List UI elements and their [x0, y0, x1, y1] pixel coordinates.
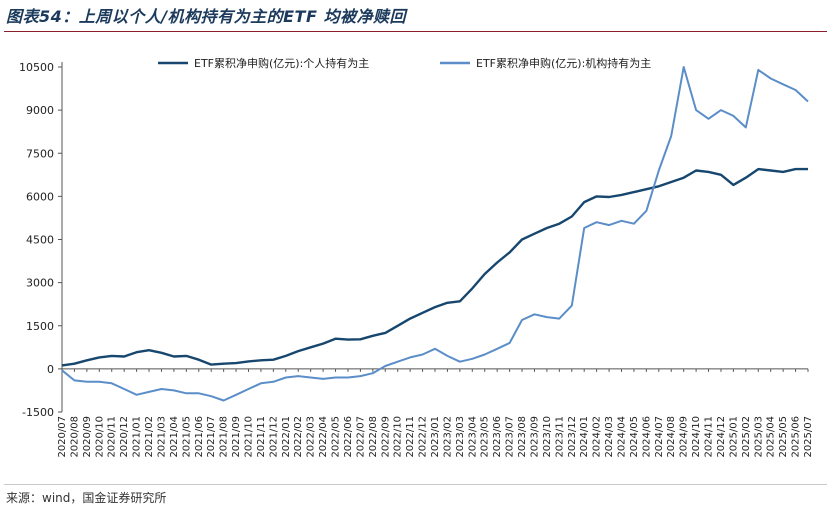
x-tick-label: 2023/02	[442, 416, 453, 458]
figure-title: 图表54：上周以个人/机构持有为主的ETF 均被净赎回	[6, 7, 406, 26]
x-tick-label: 2025/05	[778, 416, 789, 458]
x-tick-label: 2021/05	[181, 416, 192, 458]
x-tick-label: 2024/04	[617, 416, 628, 458]
x-tick-label: 2024/05	[629, 416, 640, 458]
x-tick-label: 2021/08	[219, 416, 230, 458]
x-tick-label: 2020/10	[94, 416, 105, 458]
x-tick-label: 2022/04	[318, 416, 329, 458]
x-tick-label: 2025/06	[791, 416, 802, 458]
line-chart: ETF累积净申购(亿元):个人持有为主 ETF累积净申购(亿元):机构持有为主 -…	[19, 56, 814, 458]
x-tick-label: 2023/07	[505, 416, 516, 458]
source-rule	[4, 484, 827, 485]
x-tick-label: 2024/03	[604, 416, 615, 458]
x-tick-label: 2021/09	[231, 416, 242, 458]
x-tick-label: 2021/10	[244, 416, 255, 458]
x-tick-label: 2021/12	[268, 416, 279, 458]
chart-legend: ETF累积净申购(亿元):个人持有为主 ETF累积净申购(亿元):机构持有为主	[158, 56, 651, 70]
x-tick-label: 2024/11	[704, 416, 715, 458]
x-tick-label: 2023/03	[455, 416, 466, 458]
y-tick-label: -1500	[22, 406, 54, 419]
x-tick-label: 2025/01	[728, 416, 739, 458]
source-note: 来源：wind，国金证券研究所	[6, 491, 167, 505]
series-line-institution	[61, 66, 809, 402]
x-tick-label: 2024/10	[691, 416, 702, 458]
x-tick-label: 2025/02	[741, 416, 752, 458]
y-tick-label: 3000	[26, 277, 54, 290]
x-tick-label: 2022/05	[331, 416, 342, 458]
x-tick-label: 2023/08	[517, 416, 528, 458]
x-tick-label: 2022/10	[393, 416, 404, 458]
x-tick-label: 2022/08	[368, 416, 379, 458]
y-axis: -1500 0 1500 3000 4500 6000 7500 9000 10500	[19, 61, 63, 419]
y-tick-label: 0	[47, 363, 54, 376]
x-tick-label: 2021/04	[169, 416, 180, 458]
x-tick-label: 2024/09	[679, 416, 690, 458]
x-tick-label: 2024/02	[592, 416, 603, 458]
x-tick-label: 2023/01	[430, 416, 441, 458]
x-axis: 2020/07 2020/08 2020/09 2020/10 2020/11 2020/…	[57, 368, 814, 458]
x-tick-label: 2020/11	[107, 416, 118, 458]
series-line-individual	[61, 167, 808, 367]
x-tick-label: 2023/09	[529, 416, 540, 458]
y-tick-label: 4500	[26, 234, 54, 247]
x-tick-label: 2023/10	[542, 416, 553, 458]
x-tick-label: 2022/09	[380, 416, 391, 458]
x-tick-label: 2021/01	[132, 416, 143, 458]
y-tick-label: 1500	[26, 320, 54, 333]
x-tick-label: 2020/07	[57, 416, 68, 458]
x-tick-label: 2020/08	[69, 416, 80, 458]
x-tick-label: 2021/06	[194, 416, 205, 458]
x-tick-label: 2024/08	[666, 416, 677, 458]
title-rule	[4, 31, 827, 32]
x-tick-label: 2021/03	[156, 416, 167, 458]
legend-label: ETF累积净申购(亿元):机构持有为主	[476, 56, 651, 70]
x-tick-label: 2023/11	[554, 416, 565, 458]
x-tick-label: 2021/11	[256, 416, 267, 458]
series-lines	[61, 66, 809, 402]
x-tick-label: 2024/01	[579, 416, 590, 458]
x-tick-label: 2024/06	[641, 416, 652, 458]
x-tick-label: 2023/04	[467, 416, 478, 458]
x-tick-label: 2021/07	[206, 416, 217, 458]
x-tick-label: 2024/12	[716, 416, 727, 458]
x-tick-label: 2022/01	[281, 416, 292, 458]
x-tick-label: 2022/12	[418, 416, 429, 458]
x-tick-label: 2021/02	[144, 416, 155, 458]
x-tick-label: 2022/03	[306, 416, 317, 458]
x-tick-label: 2022/02	[293, 416, 304, 458]
legend-label: ETF累积净申购(亿元):个人持有为主	[194, 56, 369, 70]
y-tick-label: 7500	[26, 147, 54, 160]
x-tick-label: 2022/07	[355, 416, 366, 458]
x-tick-label: 2023/05	[480, 416, 491, 458]
x-tick-label: 2024/07	[654, 416, 665, 458]
x-tick-label: 2022/06	[343, 416, 354, 458]
x-tick-label: 2025/04	[766, 416, 777, 458]
x-tick-label: 2022/11	[405, 416, 416, 458]
x-tick-label: 2025/03	[753, 416, 764, 458]
y-tick-label: 6000	[26, 190, 54, 203]
x-tick-label: 2020/12	[119, 416, 130, 458]
x-tick-label: 2023/12	[567, 416, 578, 458]
y-tick-label: 10500	[19, 61, 54, 74]
y-tick-label: 9000	[26, 104, 54, 117]
x-tick-label: 2023/06	[492, 416, 503, 458]
x-tick-label: 2020/09	[82, 416, 93, 458]
x-tick-label: 2025/07	[803, 416, 814, 458]
